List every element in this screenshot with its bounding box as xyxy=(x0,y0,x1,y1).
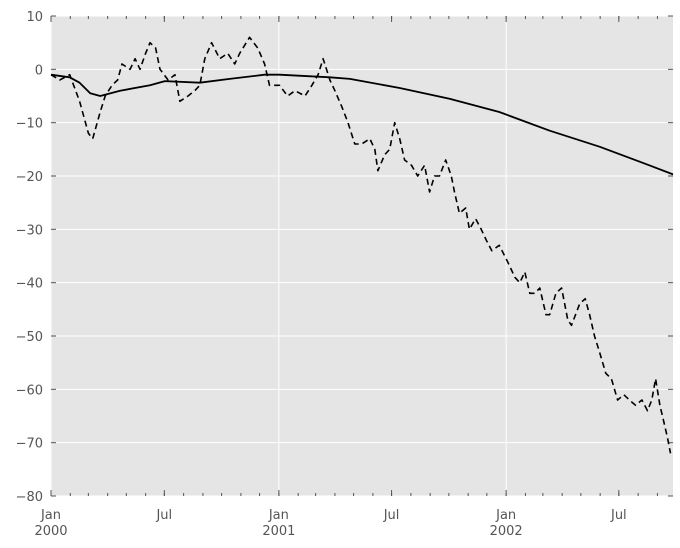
gridlines xyxy=(50,15,673,497)
x-tick-label: Jan xyxy=(268,508,289,523)
x-tick-label: Jan xyxy=(495,508,516,523)
y-tick-label: 0 xyxy=(35,63,43,78)
y-tick-label: −10 xyxy=(16,117,43,132)
x-tick-label: Jan xyxy=(40,508,61,523)
axis-ticks xyxy=(50,15,673,497)
x-tick-sublabel: 2001 xyxy=(262,524,295,539)
x-tick-label: Jul xyxy=(155,508,172,523)
smoothed-series-line xyxy=(50,73,674,176)
y-tick-label: −50 xyxy=(16,330,43,345)
dashed-series-line xyxy=(50,36,672,454)
y-tick-label: −60 xyxy=(16,383,43,398)
y-tick-label: −20 xyxy=(16,170,43,185)
series-group xyxy=(50,36,674,454)
y-tick-label: −80 xyxy=(16,490,43,505)
x-tick-label: Jul xyxy=(383,508,400,523)
y-tick-label: 10 xyxy=(26,10,43,25)
x-tick-label: Jul xyxy=(610,508,627,523)
y-tick-label: −70 xyxy=(16,437,43,452)
plot-background xyxy=(51,16,673,496)
x-tick-sublabel: 2000 xyxy=(34,524,67,539)
y-tick-label: −30 xyxy=(16,223,43,238)
x-tick-sublabel: 2002 xyxy=(490,524,523,539)
y-tick-label: −40 xyxy=(16,277,43,292)
